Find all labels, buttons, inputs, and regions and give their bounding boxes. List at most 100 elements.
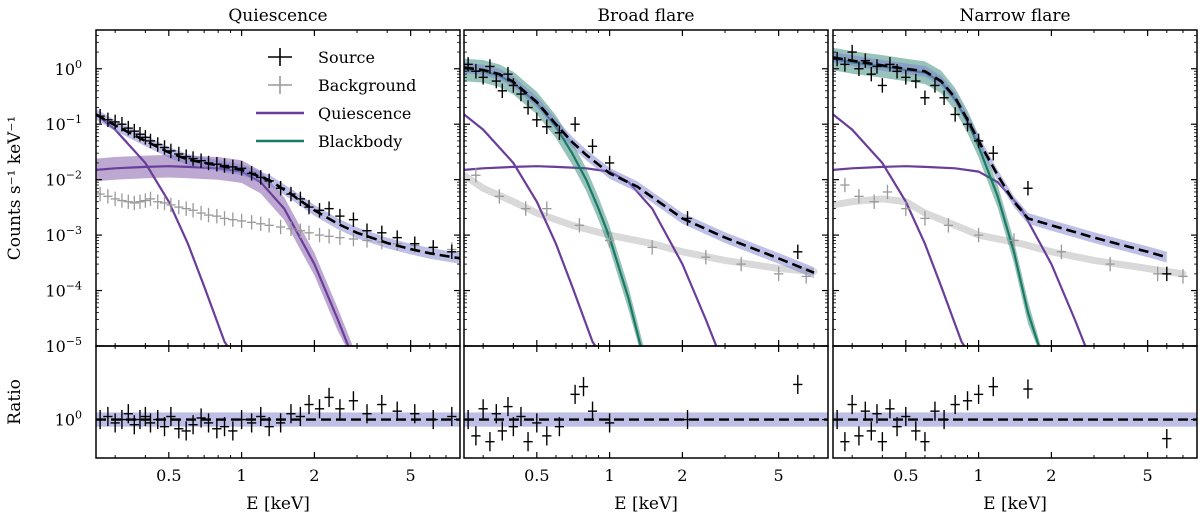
background-point xyxy=(212,208,222,224)
legend-item-source: Source xyxy=(268,48,375,67)
y-tick-label: 10−4 xyxy=(45,280,82,301)
background-point xyxy=(647,240,657,255)
ratio-point xyxy=(335,399,345,419)
panel-title: Quiescence xyxy=(228,6,327,26)
ratio-point xyxy=(854,426,864,446)
ratio-point xyxy=(286,404,296,424)
legend-item-blackbody: Blackbody xyxy=(256,132,402,151)
background-point xyxy=(304,225,314,241)
source-point xyxy=(410,236,420,251)
source-point xyxy=(478,70,488,85)
ratio-point xyxy=(497,421,507,441)
total-model-line xyxy=(833,56,1168,259)
source-point xyxy=(930,78,940,93)
ratio-point xyxy=(570,384,580,404)
source-point xyxy=(988,145,998,161)
ratio-point xyxy=(523,432,533,452)
background-point xyxy=(335,230,345,245)
source-point xyxy=(335,208,345,224)
source-point xyxy=(847,44,857,60)
ratio-frame xyxy=(832,345,1198,459)
ratio-point xyxy=(1023,379,1033,399)
ratio-tick-label: 100 xyxy=(55,409,82,430)
ratio-point xyxy=(872,404,882,424)
ratio-point xyxy=(203,413,214,433)
background-point xyxy=(295,223,305,238)
source-point xyxy=(188,151,198,166)
ratio-point xyxy=(885,399,895,419)
background-point xyxy=(901,201,911,216)
ratio-plot xyxy=(96,387,460,441)
ratio-point xyxy=(962,391,973,411)
background-point xyxy=(123,194,133,209)
background-point xyxy=(542,201,552,216)
background-point xyxy=(604,233,615,248)
source-point xyxy=(885,57,895,72)
source-point xyxy=(840,57,850,72)
source-point xyxy=(854,61,864,76)
x-tick-label: 0.5 xyxy=(156,466,181,485)
ratio-point xyxy=(103,406,113,427)
source-point xyxy=(295,191,305,207)
panel-title: Broad flare xyxy=(598,6,695,26)
ratio-point xyxy=(901,406,911,427)
ratio-point xyxy=(516,406,526,427)
source-point xyxy=(485,59,495,74)
ratio-point xyxy=(503,397,513,417)
panel-1: Quiescence 0.5 1 2 5 E [keV] 100 10−1 10−2 10−3 10… xyxy=(45,6,461,514)
background-point xyxy=(1105,256,1115,272)
background-point xyxy=(1056,244,1067,260)
source-point xyxy=(793,244,803,260)
ratio-point xyxy=(304,394,314,415)
ratio-point xyxy=(587,401,598,421)
source-point xyxy=(129,123,139,139)
ratio-point xyxy=(532,413,542,433)
background-point xyxy=(219,211,230,226)
source-point xyxy=(570,116,580,132)
y-tick-label: 10−3 xyxy=(45,224,82,245)
x-tick-label: 2 xyxy=(677,466,687,485)
background-point xyxy=(736,256,746,272)
ratio-point xyxy=(145,413,156,433)
ratio-point xyxy=(950,394,960,415)
spectrum-plot xyxy=(96,108,460,346)
background-point xyxy=(228,212,238,227)
source-point xyxy=(604,155,615,171)
background-point xyxy=(276,219,286,235)
background-point xyxy=(801,269,811,284)
spectrum-plot xyxy=(833,44,1188,346)
background-point xyxy=(348,231,359,247)
source-point xyxy=(103,112,113,128)
background-point xyxy=(246,215,257,230)
source-point xyxy=(542,119,552,134)
ratio-point xyxy=(988,377,998,397)
source-point xyxy=(901,70,911,85)
source-point xyxy=(1162,266,1172,282)
background-point xyxy=(869,194,879,209)
x-tick-label: 5 xyxy=(1143,466,1153,485)
x-tick-label: 5 xyxy=(406,466,416,485)
background-point xyxy=(188,203,198,218)
blackbody-band xyxy=(464,58,644,346)
ratio-point xyxy=(478,399,488,419)
x-tick-label: 0.5 xyxy=(524,466,549,485)
ratio-point xyxy=(140,406,150,427)
source-point xyxy=(860,53,870,68)
background-point xyxy=(854,189,864,204)
background-point xyxy=(1009,233,1019,248)
x-tick-label: 2 xyxy=(1046,466,1056,485)
panel-3: Narrow flare 0.5 1 2 5 E [keV] xyxy=(832,6,1198,514)
background-point xyxy=(494,189,504,204)
source-point xyxy=(491,73,501,89)
background-point xyxy=(145,191,156,207)
background-point xyxy=(574,218,585,233)
background-point xyxy=(1178,269,1188,284)
source-point xyxy=(117,116,127,132)
spectrum-plot xyxy=(464,57,818,346)
ratio-point xyxy=(542,426,552,446)
source-point xyxy=(447,244,457,260)
quiescence-component-line xyxy=(833,165,1087,346)
background-point xyxy=(943,218,954,233)
background-point xyxy=(159,195,170,211)
